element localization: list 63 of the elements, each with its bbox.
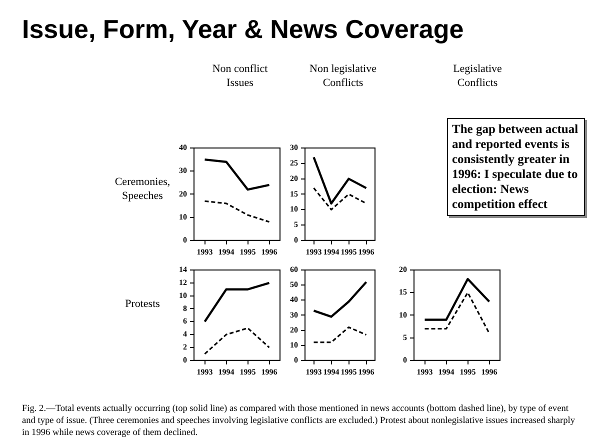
chart-title: Non conflict Issues: [211, 62, 269, 90]
chart-title: Non legislative Conflicts: [308, 62, 378, 90]
y-tick-label: 8: [183, 304, 187, 313]
y-axis-title: Protests: [125, 298, 160, 310]
y-tick-label: 30: [179, 166, 187, 176]
y-tick-label: 20: [179, 189, 187, 198]
x-tick-label: 1994: [323, 367, 340, 376]
y-tick-label: 40: [179, 143, 187, 152]
x-tick-label: 1993: [306, 367, 322, 376]
x-tick-label: 1996: [358, 367, 374, 376]
x-tick-label: 1995: [340, 367, 357, 376]
y-tick-label: 10: [179, 290, 187, 300]
y-tick-label: 0: [183, 355, 187, 364]
y-tick-label: 10: [290, 204, 298, 214]
y-tick-label: 0: [403, 355, 407, 364]
line-series: [204, 327, 270, 355]
text: The gap between actual and reported events is consistently greater in 1996: I speculate due to election: News competition effect: [447, 118, 585, 216]
y-tick-label: 0: [294, 235, 298, 244]
y-tick-label: 0: [183, 235, 187, 244]
y-tick-label: 4: [183, 330, 187, 339]
y-tick-label: 20: [399, 265, 407, 274]
x-tick-label: 1995: [460, 367, 476, 376]
x-tick-label: 1993: [196, 247, 213, 256]
y-tick-label: 10: [290, 340, 298, 350]
x-tick-label: 1995: [240, 367, 256, 376]
x-tick-label: 1996: [358, 247, 374, 256]
x-tick-label: 1993: [196, 367, 213, 376]
line-series: [204, 200, 270, 223]
y-tick-label: 30: [290, 310, 298, 320]
x-tick-label: 1996: [261, 367, 278, 376]
text: Legislative Conflicts: [452, 62, 503, 90]
x-tick-label: 1995: [240, 247, 256, 256]
y-tick-label: 6: [183, 316, 187, 326]
y-tick-label: 0: [294, 355, 298, 364]
y-tick-label: 14: [179, 265, 187, 274]
x-tick-label: 1993: [416, 367, 433, 376]
y-tick-label: 40: [290, 295, 298, 304]
x-tick-label: 1996: [481, 367, 498, 376]
y-tick-label: 10: [399, 310, 407, 320]
text: Issue, Form, Year & News Coverage: [22, 14, 464, 45]
x-tick-label: 1993: [306, 247, 322, 256]
x-tick-label: 1994: [323, 247, 340, 256]
y-tick-label: 30: [290, 143, 298, 152]
x-tick-label: 1995: [340, 247, 357, 256]
y-tick-label: 50: [290, 280, 298, 290]
y-tick-label: 12: [179, 278, 187, 287]
y-tick-label: 25: [290, 158, 298, 168]
caption: Fig. 2.—Total events actually occurring (top solid line) as compared with those mentioned in news accounts (bottom dashed line), by type of event and type of issue. (Three ceremonies and speeches involving legislative conflicts are excluded.) Protest about nonlegislative issues increased sharply in 1996 while news coverage of them declined.: [22, 403, 576, 439]
y-tick-label: 5: [403, 332, 407, 342]
x-tick-label: 1994: [218, 367, 234, 376]
y-tick-label: 20: [290, 325, 298, 334]
x-tick-label: 1996: [261, 247, 278, 256]
y-tick-label: 15: [399, 288, 407, 297]
y-axis-title: Ceremonies, Speeches: [114, 176, 170, 202]
y-tick-label: 20: [290, 174, 298, 183]
x-tick-label: 1994: [218, 247, 234, 256]
x-tick-label: 1994: [438, 367, 454, 376]
y-tick-label: 2: [183, 342, 187, 352]
y-tick-label: 15: [290, 189, 298, 198]
line-series: [312, 187, 368, 210]
y-tick-label: 10: [179, 212, 187, 222]
y-tick-label: 60: [290, 265, 298, 274]
y-tick-label: 5: [294, 220, 298, 230]
